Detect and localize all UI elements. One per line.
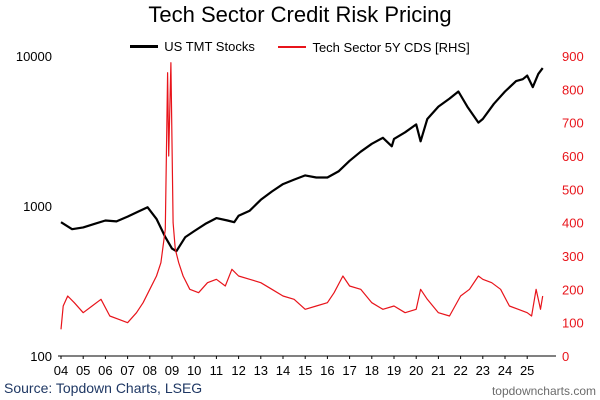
right-tick-label: 700 xyxy=(562,116,584,131)
x-tick-label: 14 xyxy=(276,363,290,378)
right-tick-label: 600 xyxy=(562,149,584,164)
series-line-tech-cds xyxy=(60,62,544,330)
chart-legend: US TMT Stocks Tech Sector 5Y CDS [RHS] xyxy=(0,36,600,55)
x-tick-label: 22 xyxy=(453,363,467,378)
x-tick-label: 19 xyxy=(387,363,401,378)
legend-label-cds: Tech Sector 5Y CDS [RHS] xyxy=(312,39,470,55)
right-tick-label: 200 xyxy=(562,282,584,297)
right-tick-label: 0 xyxy=(562,349,569,364)
x-tick-label: 04 xyxy=(54,363,68,378)
right-tick-label: 500 xyxy=(562,182,584,197)
x-tick-label: 06 xyxy=(98,363,112,378)
x-tick-label: 12 xyxy=(231,363,245,378)
x-tick-label: 24 xyxy=(498,363,512,378)
x-tick-label: 09 xyxy=(165,363,179,378)
x-tick-label: 17 xyxy=(342,363,356,378)
chart-axes xyxy=(58,355,556,359)
right-tick-label: 100 xyxy=(562,316,584,331)
left-tick-label: 1000 xyxy=(23,199,52,214)
x-tick-label: 08 xyxy=(143,363,157,378)
right-tick-label: 400 xyxy=(562,216,584,231)
x-tick-label: 18 xyxy=(365,363,379,378)
x-tick-label: 16 xyxy=(320,363,334,378)
x-tick-label: 20 xyxy=(409,363,423,378)
left-tick-label: 10000 xyxy=(16,49,52,64)
x-tick-label: 15 xyxy=(298,363,312,378)
right-tick-label: 300 xyxy=(562,249,584,264)
chart-tick-labels: 04 05 06 07 08 09 10 11 12 13 14 15 16 17 18 19 20 21 22 23… xyxy=(16,49,584,378)
legend-swatch-cds xyxy=(278,46,307,48)
x-tick-label: 11 xyxy=(210,363,224,378)
legend-swatch-tmt xyxy=(130,45,159,48)
left-tick-label: 100 xyxy=(30,349,52,364)
chart-series-layer xyxy=(60,62,544,330)
legend-item-cds: Tech Sector 5Y CDS [RHS] xyxy=(278,39,470,55)
x-tick-label: 07 xyxy=(120,363,134,378)
x-tick-label: 05 xyxy=(76,363,90,378)
x-tick-label: 25 xyxy=(520,363,534,378)
chart-credit: topdowncharts.com xyxy=(491,384,596,398)
right-tick-label: 800 xyxy=(562,82,584,97)
legend-item-tmt: US TMT Stocks xyxy=(130,39,255,54)
x-tick-label: 21 xyxy=(431,363,445,378)
x-tick-label: 23 xyxy=(476,363,490,378)
x-tick-label: 10 xyxy=(187,363,201,378)
legend-label-tmt: US TMT Stocks xyxy=(164,39,255,54)
chart-title: Tech Sector Credit Risk Pricing xyxy=(148,2,452,27)
series-line-tmt-stocks xyxy=(60,67,544,253)
chart-source: Source: Topdown Charts, LSEG xyxy=(4,380,203,396)
right-tick-label: 900 xyxy=(562,49,584,64)
x-tick-label: 13 xyxy=(254,363,268,378)
